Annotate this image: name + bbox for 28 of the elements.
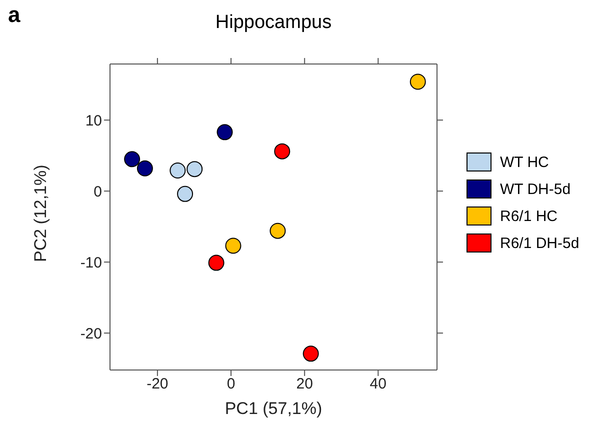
chart-title: Hippocampus — [214, 12, 333, 34]
point — [410, 74, 426, 90]
y-tick-label: -20 — [80, 325, 102, 342]
x-tick-label: 40 — [370, 376, 386, 393]
point — [270, 222, 286, 239]
legend-label: WT HC — [500, 154, 549, 170]
legend-label: R6/1 DH-5d — [500, 234, 580, 252]
point — [186, 161, 203, 178]
y-tick-label: 0 — [94, 183, 102, 200]
x-tick-label: -20 — [146, 376, 168, 393]
text: a — [8, 2, 20, 28]
x-axis-title: PC1 (57,1%) — [224, 399, 322, 418]
legend-label: WT DH-5d — [500, 180, 571, 198]
point — [302, 346, 319, 362]
point — [274, 143, 290, 160]
y-tick-label: -10 — [80, 254, 102, 272]
point — [136, 160, 153, 176]
point — [177, 186, 194, 202]
x-tick-label: 20 — [296, 376, 313, 393]
point — [124, 151, 140, 168]
point — [170, 162, 186, 178]
legend-label: R6/1 HC — [500, 208, 558, 224]
x-tick-label: 0 — [226, 376, 236, 393]
point — [208, 254, 224, 271]
point — [216, 124, 233, 140]
y-tick-label: 10 — [85, 112, 102, 130]
y-axis-title: PC2 (12,1%) — [31, 164, 50, 262]
point — [225, 238, 242, 254]
